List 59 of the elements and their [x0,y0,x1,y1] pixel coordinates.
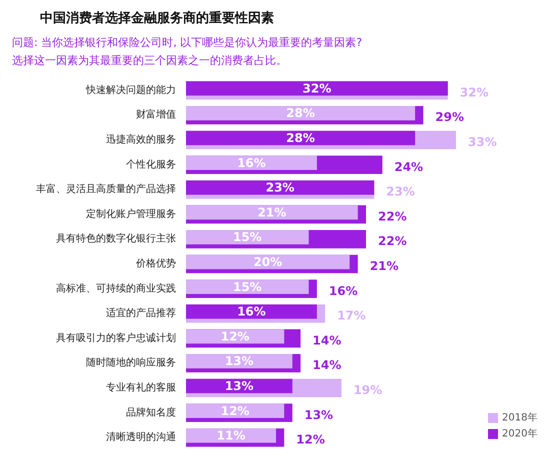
bar [186,428,276,443]
data-label: 11% [216,428,246,443]
data-label: 21% [258,205,286,220]
bar [186,156,317,170]
y-tick-label: 高标准、可持续的商业实践 [56,282,176,294]
y-tick-label: 快速解决问题的能力 [85,84,176,96]
data-label: 22% [378,234,407,248]
data-label: 13% [304,408,334,422]
data-label: 12% [296,432,325,447]
data-label: 16% [237,156,266,170]
y-tick-label: 具有特色的数字化银行主张 [56,232,176,245]
data-label: 32% [302,81,332,96]
data-label: 23% [386,184,415,199]
legend-label: 2020年 [502,428,538,440]
data-label: 28% [286,131,315,145]
y-tick-label: 专业有礼的客服 [106,382,176,394]
y-tick-label: 定制化账户管理服务 [86,208,176,220]
y-tick-label: 丰富、灵活且高质量的产品选择 [36,183,176,196]
bar [186,280,309,294]
y-tick-label: 价格优势 [135,258,176,270]
bar [186,205,358,220]
data-label: 14% [312,333,342,348]
data-label: 15% [232,280,262,294]
data-label: 17% [337,308,366,323]
data-label: 32% [460,85,489,100]
data-label: 13% [224,379,254,393]
legend-label: 2018年 [502,412,538,424]
data-label: 12% [220,329,250,344]
y-tick-label: 品牌知名度 [126,406,176,418]
y-tick-label: 迅捷高效的服务 [106,134,176,146]
data-label: 14% [312,358,342,372]
bar [186,254,350,270]
data-label: 12% [220,404,250,418]
data-label: 21% [370,259,399,273]
data-label: 16% [328,284,358,298]
y-tick-label: 财富增值 [136,108,176,121]
data-label: 15% [232,230,262,244]
y-tick-label: 清晰透明的沟通 [106,431,176,444]
bar [186,329,284,344]
data-label: 29% [435,110,464,124]
data-label: 22% [378,209,407,224]
y-tick-label: 适宜的产品推荐 [106,307,176,320]
data-label: 13% [224,354,254,368]
data-label: 24% [394,160,424,174]
y-tick-label: 个性化服务 [126,158,176,170]
bar [186,230,309,244]
data-label: 33% [468,135,497,149]
bar [186,354,292,368]
data-label: 20% [253,255,282,269]
chart-subtitle: 问题: 当你选择银行和保险公司时, 以下哪些是你认为最重要的考量因素? 选择这一因素为其最重要的三个因素之一的消费者占比。 [12,36,362,67]
bar [186,404,284,418]
data-label: 19% [353,383,382,397]
bar [186,106,416,120]
data-label: 16% [237,304,266,319]
chart-title: 中国消费者选择金融服务商的重要性因素 [40,10,274,26]
data-label: 28% [286,106,315,120]
data-label: 23% [266,180,294,195]
y-tick-label: 具有吸引力的客户忠诚计划 [56,332,176,344]
y-tick-label: 随时随地的响应服务 [86,356,176,369]
